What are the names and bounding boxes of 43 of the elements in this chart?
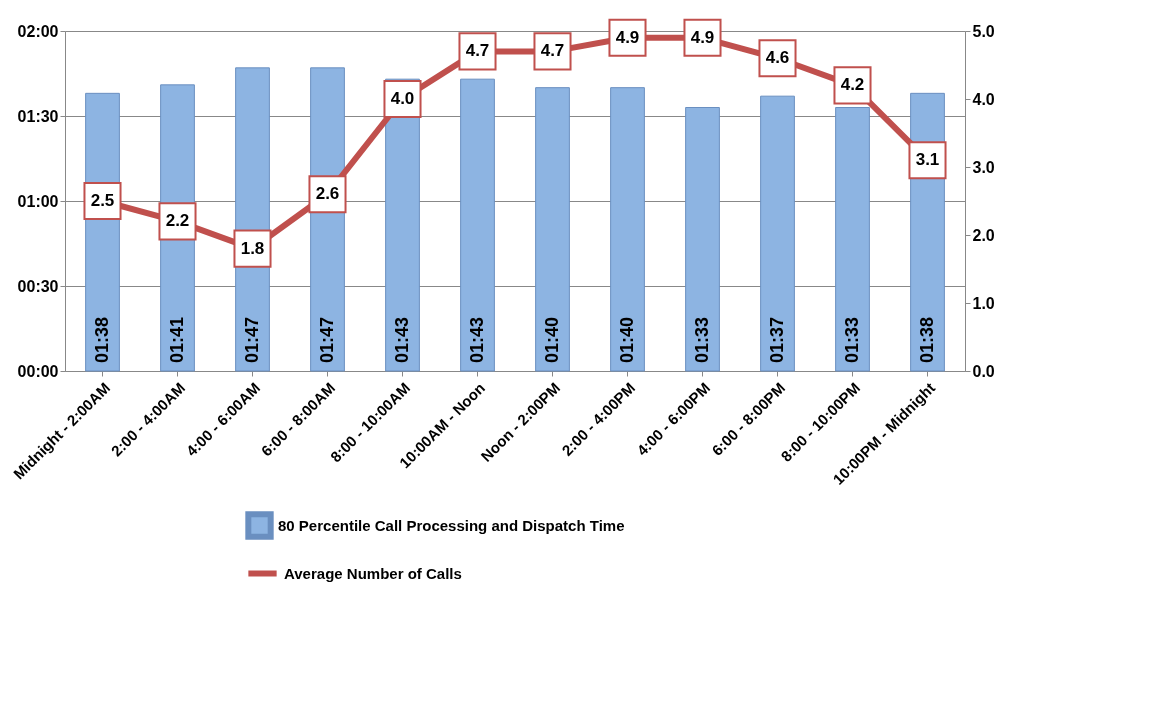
bar: [835, 107, 870, 372]
y-tick-label: 01:00: [17, 192, 59, 210]
bar: [535, 87, 570, 372]
legend-label: Average Number of Calls: [284, 564, 462, 582]
data-label: 01:40: [541, 316, 562, 363]
bar: [460, 78, 495, 372]
y2-tick-label: 3.0: [972, 158, 995, 176]
data-label: 2.5: [90, 191, 115, 210]
y2-tick-label: 1.0: [972, 294, 995, 312]
data-label: 01:38: [916, 316, 937, 363]
data-label: 4.0: [390, 89, 415, 108]
data-label: 01:40: [616, 316, 637, 363]
data-label: 4.9: [615, 27, 640, 47]
data-label: 01:43: [391, 316, 412, 363]
data-label: 4.7: [465, 41, 490, 61]
data-label: 2.2: [165, 211, 190, 231]
y-tick-label: 02:00: [17, 22, 59, 40]
data-label: 2.6: [315, 184, 340, 204]
y2-tick-label: 5.0: [972, 22, 995, 40]
y-tick-label: 01:30: [17, 107, 59, 125]
data-label: 01:37: [766, 316, 787, 363]
data-label: 01:38: [91, 316, 112, 363]
data-label: 01:47: [316, 316, 337, 363]
bar: [685, 107, 720, 372]
data-label: 4.9: [690, 27, 715, 47]
y2-tick-label: 2.0: [972, 226, 995, 244]
data-label: 4.2: [840, 75, 865, 95]
y-tick-label: 00:30: [17, 277, 59, 295]
data-label: 01:33: [691, 316, 712, 363]
data-label: 01:33: [841, 316, 862, 363]
bar: [760, 95, 795, 372]
data-label: 4.7: [540, 41, 565, 61]
data-label: 1.8: [240, 238, 265, 258]
data-label: 01:41: [166, 316, 187, 363]
bar: [610, 87, 645, 372]
data-label: 01:43: [466, 316, 487, 363]
data-label: 01:47: [241, 316, 262, 363]
data-label: 4.6: [765, 48, 790, 68]
y2-tick-label: 0.0: [972, 362, 995, 380]
legend-label: 80 Percentile Call Processing and Dispatch Time: [278, 516, 625, 534]
y-tick-label: 00:00: [17, 362, 59, 380]
data-label: 3.1: [915, 150, 940, 170]
y2-tick-label: 4.0: [972, 90, 995, 108]
